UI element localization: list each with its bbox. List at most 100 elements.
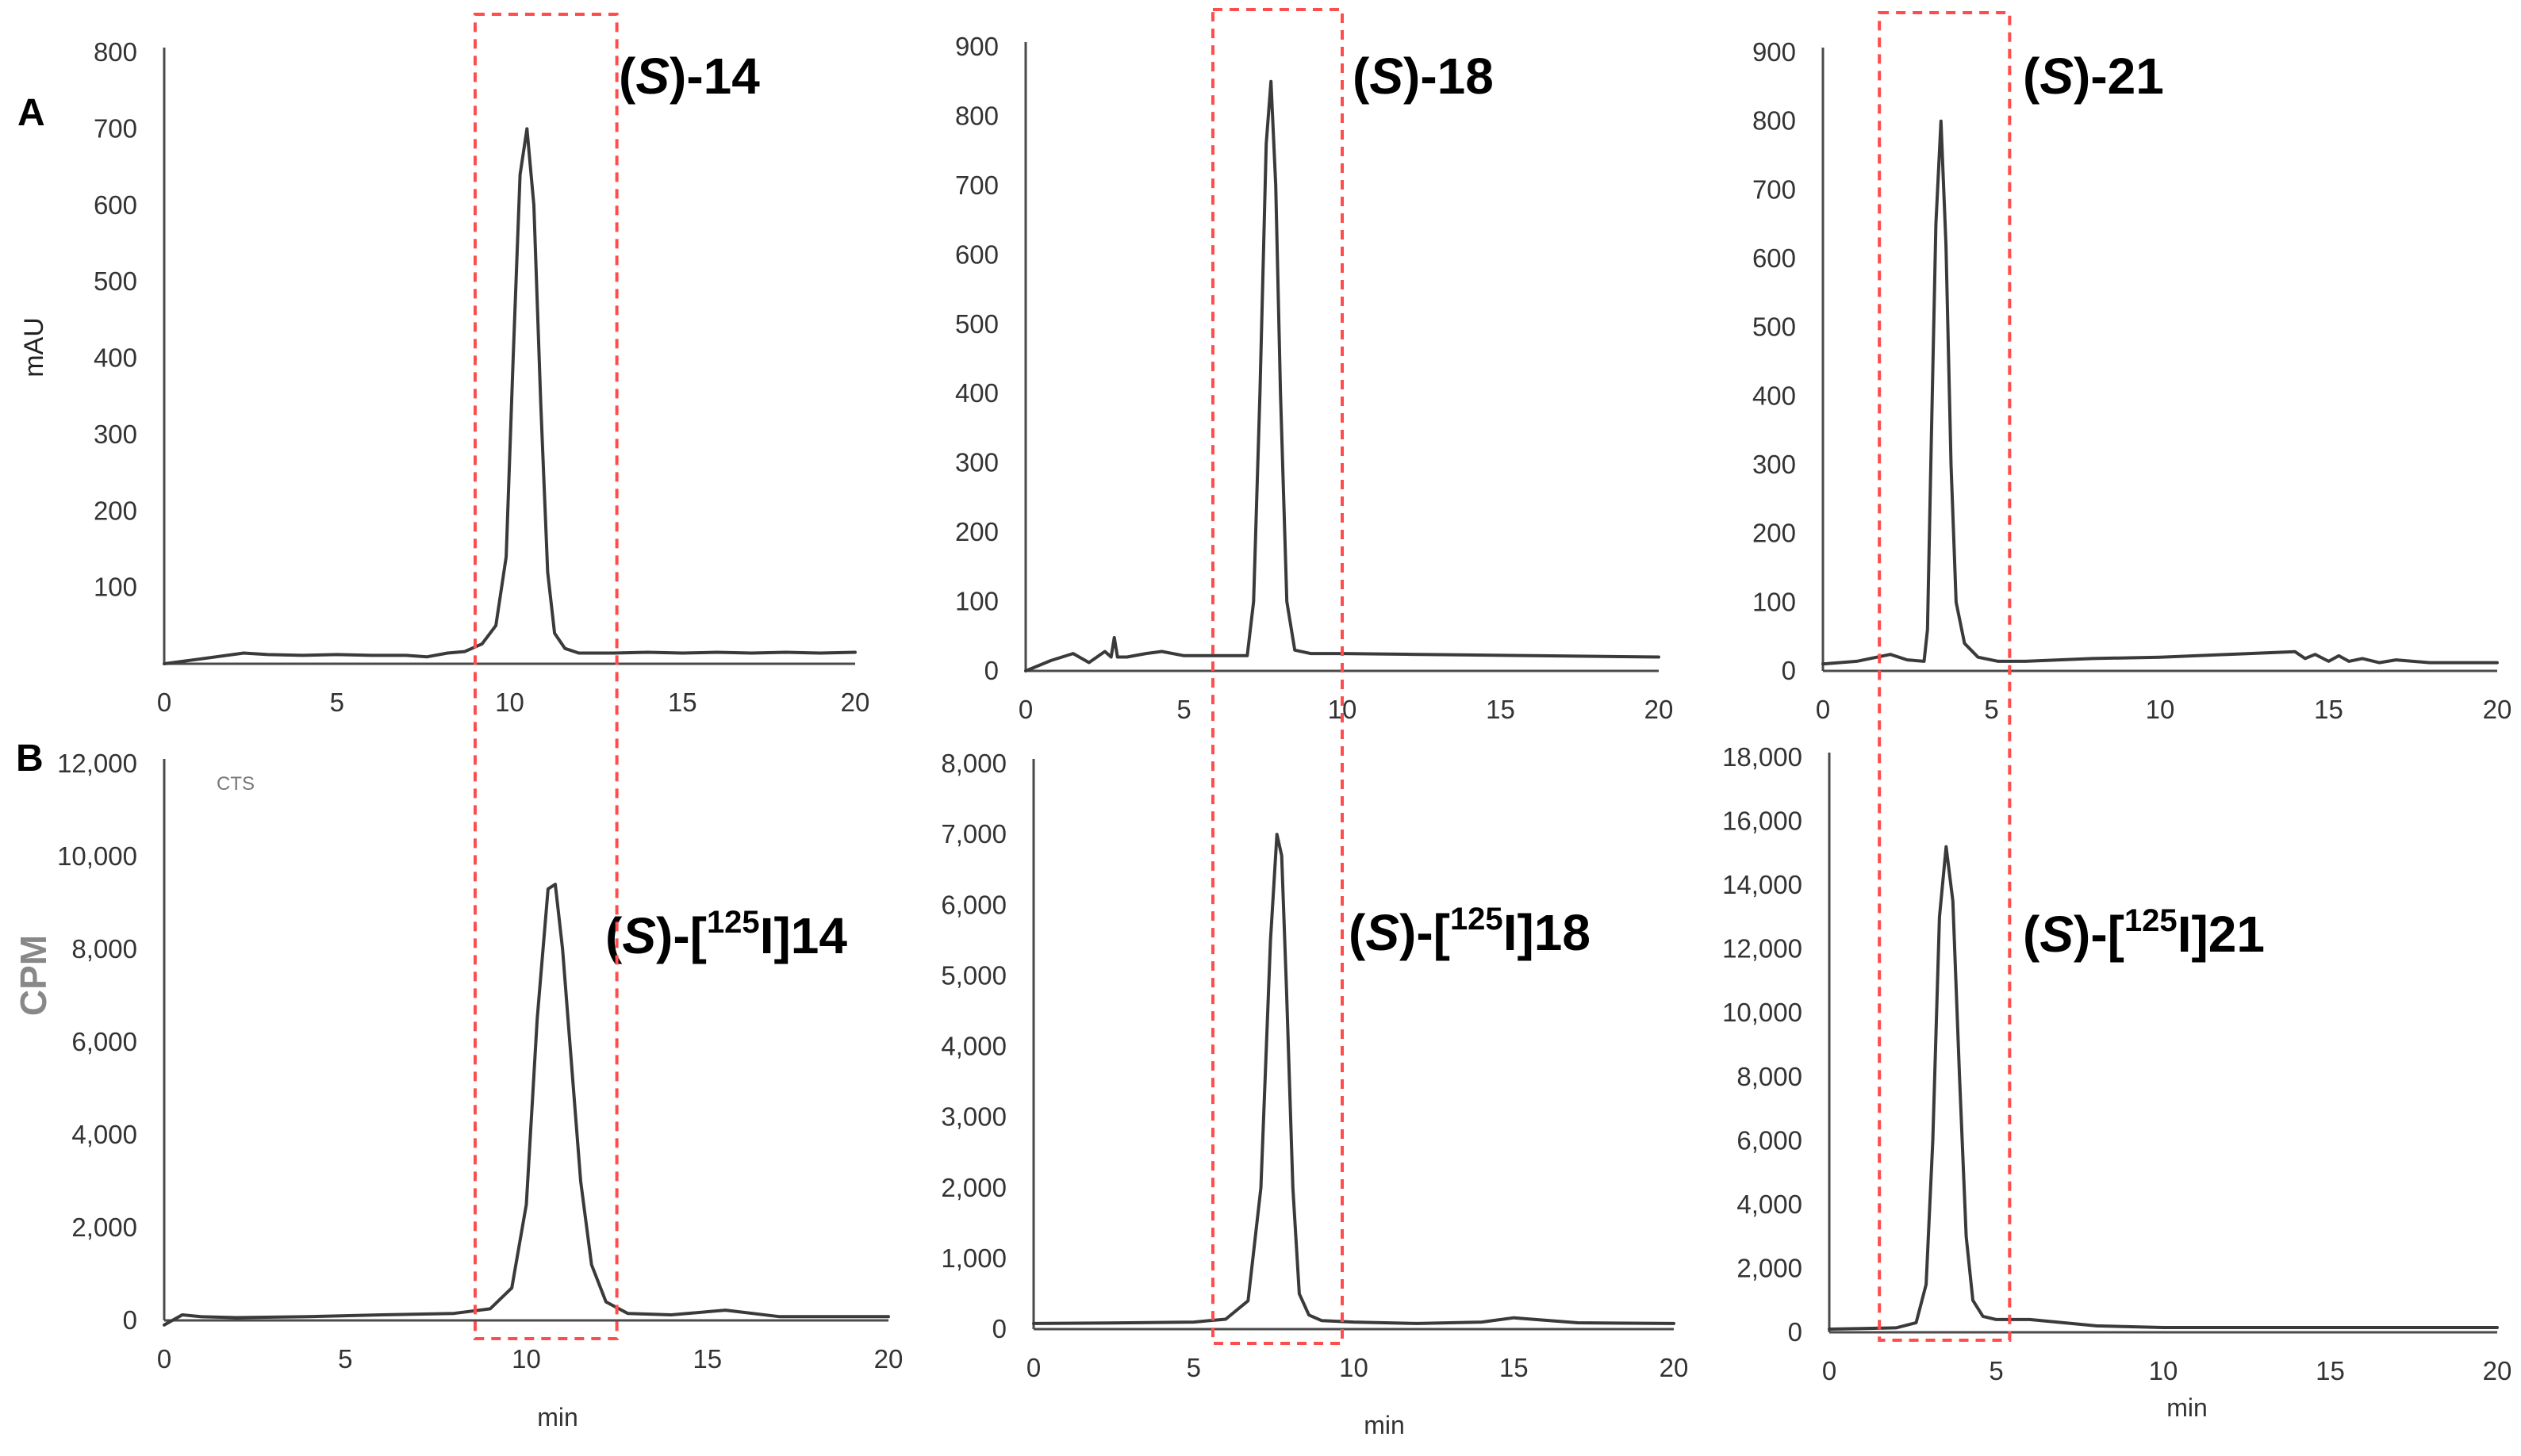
chromatogram-trace bbox=[1032, 833, 1675, 1325]
y-tick-label: 7,000 bbox=[941, 819, 1007, 849]
chromatogram-trace bbox=[1821, 119, 2499, 666]
y-tick-label: 10,000 bbox=[1722, 998, 1802, 1027]
x-tick-label: 0 bbox=[1822, 1356, 1836, 1385]
compound-label-suffix: )-18 bbox=[1403, 48, 1494, 105]
y-tick-label: 300 bbox=[1752, 450, 1796, 479]
y-tick-label: 600 bbox=[955, 239, 999, 269]
y-tick-label: 5,000 bbox=[941, 960, 1007, 990]
y-tick-label: 200 bbox=[1752, 519, 1796, 548]
y-tick-label: 8,000 bbox=[71, 934, 137, 964]
x-tick-label: 20 bbox=[2483, 695, 2512, 724]
y-tick-label: 2,000 bbox=[1736, 1253, 1802, 1282]
compound-label-stereo: S bbox=[622, 907, 656, 964]
y-tick-label: 800 bbox=[955, 101, 999, 130]
compound-label-prefix: ( bbox=[619, 48, 636, 105]
compound-label-prefix: ( bbox=[605, 907, 623, 964]
compound-label-stereo: S bbox=[635, 48, 670, 105]
cts-label: CTS bbox=[217, 773, 255, 795]
compound-label-isotope: 125 bbox=[707, 905, 760, 940]
x-tick-label: 20 bbox=[1660, 1353, 1689, 1382]
y-tick-label: 400 bbox=[955, 378, 999, 408]
y-axis-title-a: mAU bbox=[19, 317, 49, 377]
x-tick-label: 15 bbox=[668, 688, 697, 717]
x-tick-label: 20 bbox=[2483, 1356, 2512, 1385]
chart-panel-a3: 0 100 200 300 400 500 600 700 800 900 0 5 10 15 20 (S)-… bbox=[1752, 37, 2511, 724]
x-tick-label: 5 bbox=[1176, 695, 1191, 724]
row-label-a: A bbox=[17, 92, 45, 134]
compound-label-prefix: ( bbox=[2023, 906, 2040, 963]
y-tick-label: 4,000 bbox=[71, 1120, 137, 1149]
y-tick-label: 600 bbox=[94, 190, 137, 220]
compound-label-stereo: S bbox=[2039, 48, 2074, 105]
compound-label-stereo: S bbox=[1369, 48, 1403, 105]
chart-panel-b2: 0 1,000 2,000 3,000 4,000 5,000 6,000 7,000 8,00… bbox=[941, 749, 1688, 1382]
y-tick-label: 100 bbox=[1752, 587, 1796, 616]
y-tick-label: 900 bbox=[1752, 37, 1796, 67]
y-tick-label: 400 bbox=[94, 343, 137, 373]
compound-label-isotope: 125 bbox=[1450, 902, 1503, 937]
x-tick-label: 5 bbox=[1984, 695, 1998, 724]
x-tick-label: 10 bbox=[495, 688, 524, 717]
y-tick-label: 1,000 bbox=[941, 1243, 1007, 1273]
y-tick-label: 2,000 bbox=[71, 1213, 137, 1242]
compound-label: (S)-18 bbox=[1353, 48, 1494, 105]
y-tick-label: 800 bbox=[94, 37, 137, 67]
x-axis-title: min bbox=[537, 1403, 578, 1431]
x-tick-label: 20 bbox=[874, 1344, 904, 1374]
compound-label-suffix: )-14 bbox=[670, 48, 760, 105]
y-tick-label: 400 bbox=[1752, 381, 1796, 410]
x-tick-label: 20 bbox=[1644, 695, 1674, 724]
y-tick-label: 4,000 bbox=[941, 1032, 1007, 1061]
y-tick-label: 700 bbox=[1752, 174, 1796, 204]
x-tick-label: 15 bbox=[693, 1344, 722, 1374]
y-tick-label: 0 bbox=[123, 1305, 137, 1335]
x-tick-label: 5 bbox=[1187, 1353, 1201, 1382]
y-tick-label: 600 bbox=[1752, 243, 1796, 273]
y-tick-label: 800 bbox=[1752, 106, 1796, 136]
row-label-b: B bbox=[16, 738, 44, 780]
x-tick-label: 5 bbox=[338, 1344, 352, 1374]
compound-label-prefix: ( bbox=[1353, 48, 1370, 105]
y-tick-label: 10,000 bbox=[57, 841, 137, 871]
x-tick-label: 0 bbox=[1026, 1353, 1041, 1382]
compound-label-suffix: I]21 bbox=[2178, 906, 2265, 963]
compound-label: (S)-21 bbox=[2023, 48, 2164, 105]
y-tick-label: 2,000 bbox=[941, 1173, 1007, 1202]
y-tick-label: 200 bbox=[955, 517, 999, 546]
y-axis-title-b: CPM bbox=[13, 935, 54, 1016]
y-tick-label: 300 bbox=[94, 420, 137, 449]
y-tick-label: 8,000 bbox=[1736, 1062, 1802, 1091]
y-tick-label: 0 bbox=[1788, 1317, 1802, 1347]
y-tick-label: 700 bbox=[94, 113, 137, 143]
compound-label: (S)-[125I]21 bbox=[2023, 903, 2265, 963]
x-tick-label: 0 bbox=[157, 688, 171, 717]
compound-label-prefix: ( bbox=[1349, 904, 1366, 961]
y-tick-label: 8,000 bbox=[941, 749, 1007, 778]
compound-label-mid: )-[ bbox=[1399, 904, 1450, 961]
chart-panel-b1: 0 2,000 4,000 6,000 8,000 10,000 12,000 0 5 10 15 2… bbox=[57, 749, 903, 1374]
y-tick-label: 14,000 bbox=[1722, 870, 1802, 899]
y-tick-label: 3,000 bbox=[941, 1102, 1007, 1132]
y-tick-label: 500 bbox=[1752, 312, 1796, 342]
x-tick-label: 0 bbox=[1816, 695, 1830, 724]
y-tick-label: 200 bbox=[94, 496, 137, 525]
chromatogram-trace bbox=[163, 127, 857, 665]
x-tick-label: 10 bbox=[2146, 695, 2175, 724]
y-tick-label: 6,000 bbox=[71, 1027, 137, 1056]
compound-label-prefix: ( bbox=[2023, 48, 2040, 105]
x-tick-label: 15 bbox=[2314, 695, 2343, 724]
chromatogram-trace bbox=[1828, 845, 2499, 1331]
x-tick-label: 20 bbox=[841, 688, 870, 717]
compound-label: (S)-[125I]18 bbox=[1349, 902, 1590, 961]
x-axis-title: min bbox=[2166, 1393, 2208, 1422]
highlight-box bbox=[1878, 11, 2012, 1342]
x-tick-label: 15 bbox=[1486, 695, 1515, 724]
compound-label-suffix: I]14 bbox=[760, 907, 848, 964]
x-tick-label: 0 bbox=[157, 1344, 171, 1374]
compound-label-isotope: 125 bbox=[2124, 903, 2178, 938]
x-axis-title: min bbox=[1364, 1411, 1405, 1439]
y-tick-label: 500 bbox=[94, 266, 137, 296]
highlight-box bbox=[473, 13, 619, 1340]
compound-label-mid: )-[ bbox=[656, 907, 707, 964]
